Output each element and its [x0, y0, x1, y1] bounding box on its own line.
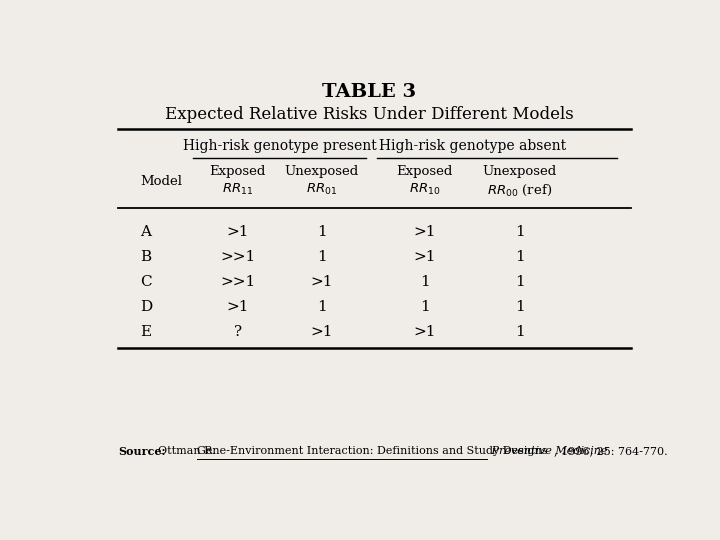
Text: 1: 1 [317, 300, 326, 314]
Text: Gene-Environment Interaction: Definitions and Study Designs: Gene-Environment Interaction: Definition… [197, 447, 548, 456]
Text: 1: 1 [515, 250, 525, 264]
Text: >1: >1 [227, 300, 249, 314]
Text: TABLE 3: TABLE 3 [322, 83, 416, 101]
Text: Exposed
$RR_{11}$: Exposed $RR_{11}$ [210, 165, 266, 198]
Text: High-risk genotype absent: High-risk genotype absent [379, 139, 566, 153]
Text: A: A [140, 225, 151, 239]
Text: , 1996, 25: 764-770.: , 1996, 25: 764-770. [554, 447, 668, 456]
Text: High-risk genotype present: High-risk genotype present [183, 139, 377, 153]
Text: Source:: Source: [118, 446, 166, 457]
Text: >1: >1 [413, 225, 436, 239]
Text: >1: >1 [413, 325, 436, 339]
Text: >1: >1 [227, 225, 249, 239]
Text: 1: 1 [515, 300, 525, 314]
Text: >1: >1 [413, 250, 436, 264]
Text: C: C [140, 275, 152, 289]
Text: Ottman R.: Ottman R. [158, 447, 215, 456]
Text: 1: 1 [515, 325, 525, 339]
Text: 1: 1 [515, 275, 525, 289]
Text: 1: 1 [317, 250, 326, 264]
Text: Unexposed
$RR_{01}$: Unexposed $RR_{01}$ [284, 165, 359, 198]
Text: >>1: >>1 [220, 250, 256, 264]
Text: B: B [140, 250, 151, 264]
Text: Model: Model [140, 175, 182, 188]
Text: 1: 1 [515, 225, 525, 239]
Text: Unexposed
$RR_{00}$ (ref): Unexposed $RR_{00}$ (ref) [482, 165, 557, 198]
Text: >>1: >>1 [220, 275, 256, 289]
Text: 1: 1 [420, 300, 430, 314]
Text: Preventive Medicine: Preventive Medicine [488, 447, 608, 456]
Text: D: D [140, 300, 153, 314]
Text: >1: >1 [310, 325, 333, 339]
Text: ?: ? [234, 325, 242, 339]
Text: >1: >1 [310, 275, 333, 289]
Text: 1: 1 [420, 275, 430, 289]
Text: E: E [140, 325, 151, 339]
Text: 1: 1 [317, 225, 326, 239]
Text: Expected Relative Risks Under Different Models: Expected Relative Risks Under Different … [165, 106, 573, 123]
Text: Exposed
$RR_{10}$: Exposed $RR_{10}$ [397, 165, 453, 198]
